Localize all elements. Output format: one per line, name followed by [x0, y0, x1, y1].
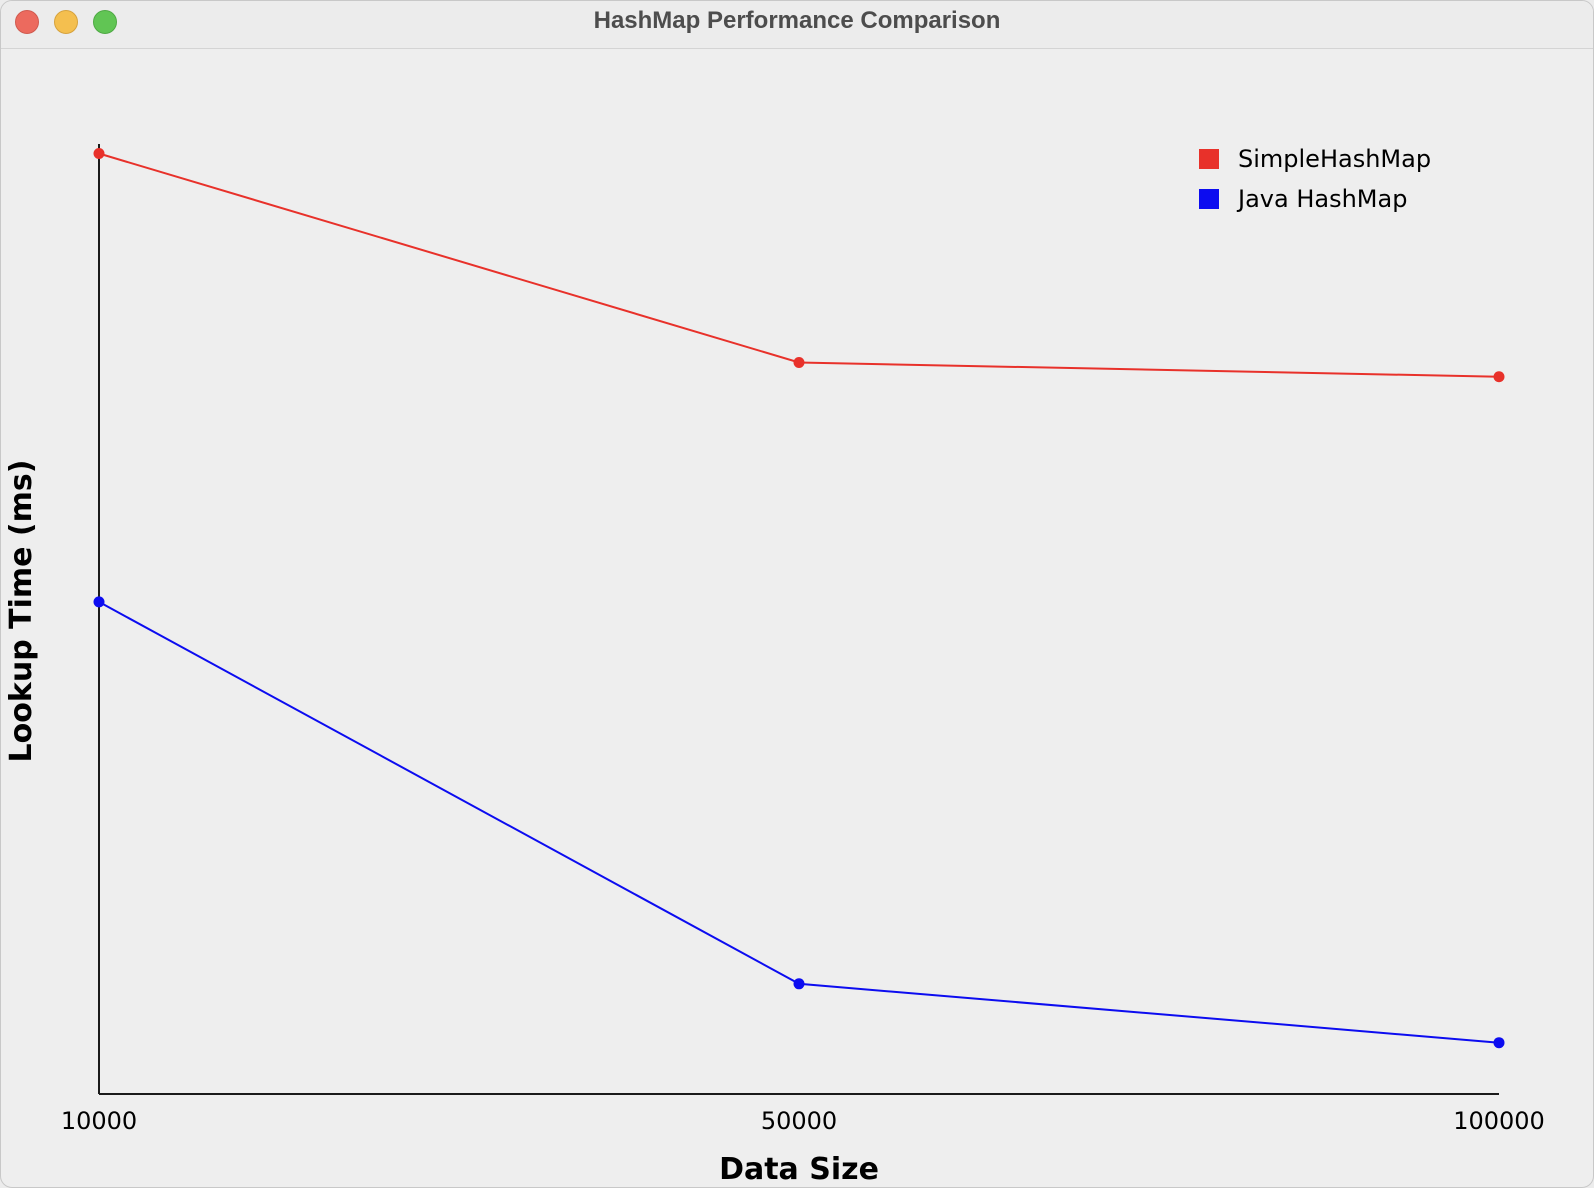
data-points — [93, 148, 1505, 1049]
close-window-button[interactable] — [15, 10, 39, 34]
series-lines — [98, 152, 1500, 1044]
legend-label: Java HashMap — [1236, 185, 1407, 213]
legend-swatch — [1199, 189, 1219, 209]
minimize-window-button[interactable] — [54, 10, 78, 34]
window-title: HashMap Performance Comparison — [593, 7, 1001, 34]
legend-label: SimpleHashMap — [1238, 145, 1431, 173]
x-tick-label: 50000 — [761, 1107, 837, 1135]
data-point-simplehashmap — [793, 357, 805, 368]
chart-legend: SimpleHashMap Java HashMap — [1199, 145, 1431, 213]
chart-area: 10000 50000 100000 Data Size Lookup Time (… — [1, 49, 1593, 1187]
x-axis-label: Data Size — [719, 1152, 879, 1187]
zoom-window-button[interactable] — [93, 10, 117, 34]
data-point-java-hashmap — [793, 978, 805, 990]
data-point-java-hashmap — [93, 596, 105, 608]
x-tick-label: 100000 — [1453, 1107, 1545, 1135]
x-tick-labels: 10000 50000 100000 — [61, 1107, 1545, 1135]
line-chart: 10000 50000 100000 Data Size Lookup Time (… — [4, 144, 1545, 1187]
legend-swatch — [1199, 149, 1219, 169]
data-point-java-hashmap — [1493, 1037, 1505, 1049]
data-point-simplehashmap — [93, 148, 105, 159]
y-axis-label: Lookup Time (ms) — [4, 460, 39, 763]
title-bar: HashMap Performance Comparison — [1, 1, 1593, 49]
series-line-java-hashmap — [98, 601, 1500, 1044]
chart-axes — [98, 144, 1499, 1095]
data-point-simplehashmap — [1493, 371, 1505, 383]
x-tick-label: 10000 — [61, 1107, 137, 1135]
